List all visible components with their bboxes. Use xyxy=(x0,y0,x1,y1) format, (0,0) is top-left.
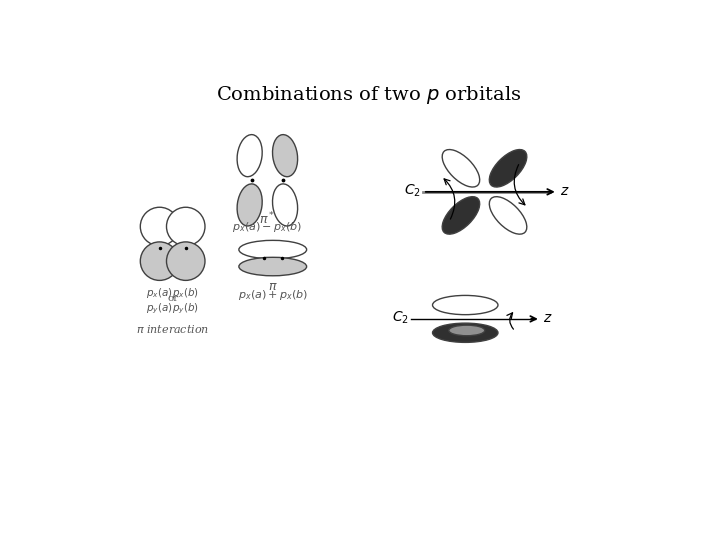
Text: $C_2$: $C_2$ xyxy=(392,309,409,326)
Text: $p_x(a)+p_x(b)$: $p_x(a)+p_x(b)$ xyxy=(238,288,307,302)
Ellipse shape xyxy=(272,184,297,226)
Ellipse shape xyxy=(490,197,527,234)
Text: $p_x(a)-p_x(b)$: $p_x(a)-p_x(b)$ xyxy=(233,220,302,234)
Ellipse shape xyxy=(442,197,480,234)
Ellipse shape xyxy=(239,257,307,276)
Ellipse shape xyxy=(442,150,480,187)
Ellipse shape xyxy=(433,295,498,315)
Ellipse shape xyxy=(239,240,307,259)
Ellipse shape xyxy=(272,134,297,177)
Text: or: or xyxy=(167,294,179,303)
Circle shape xyxy=(166,242,205,280)
Ellipse shape xyxy=(433,323,498,342)
Text: $z$: $z$ xyxy=(543,311,552,325)
Circle shape xyxy=(140,242,179,280)
Circle shape xyxy=(140,207,179,246)
Ellipse shape xyxy=(490,150,527,187)
Text: $p_x(b)$: $p_x(b)$ xyxy=(172,286,199,300)
Ellipse shape xyxy=(237,134,262,177)
Ellipse shape xyxy=(449,325,485,336)
Text: $z$: $z$ xyxy=(560,184,570,198)
Ellipse shape xyxy=(237,184,262,226)
Text: $\pi$ interaction: $\pi$ interaction xyxy=(136,323,210,335)
Text: $p_x(a)$: $p_x(a)$ xyxy=(146,286,173,300)
Text: $\pi$: $\pi$ xyxy=(268,280,278,293)
Text: Combinations of two $p$ orbitals: Combinations of two $p$ orbitals xyxy=(216,84,522,106)
Text: $C_2$: $C_2$ xyxy=(404,182,420,199)
Text: $p_y(a)$: $p_y(a)$ xyxy=(146,302,173,316)
Text: $p_y(b)$: $p_y(b)$ xyxy=(172,302,199,316)
Circle shape xyxy=(166,207,205,246)
Text: $\pi^*$: $\pi^*$ xyxy=(259,211,275,228)
